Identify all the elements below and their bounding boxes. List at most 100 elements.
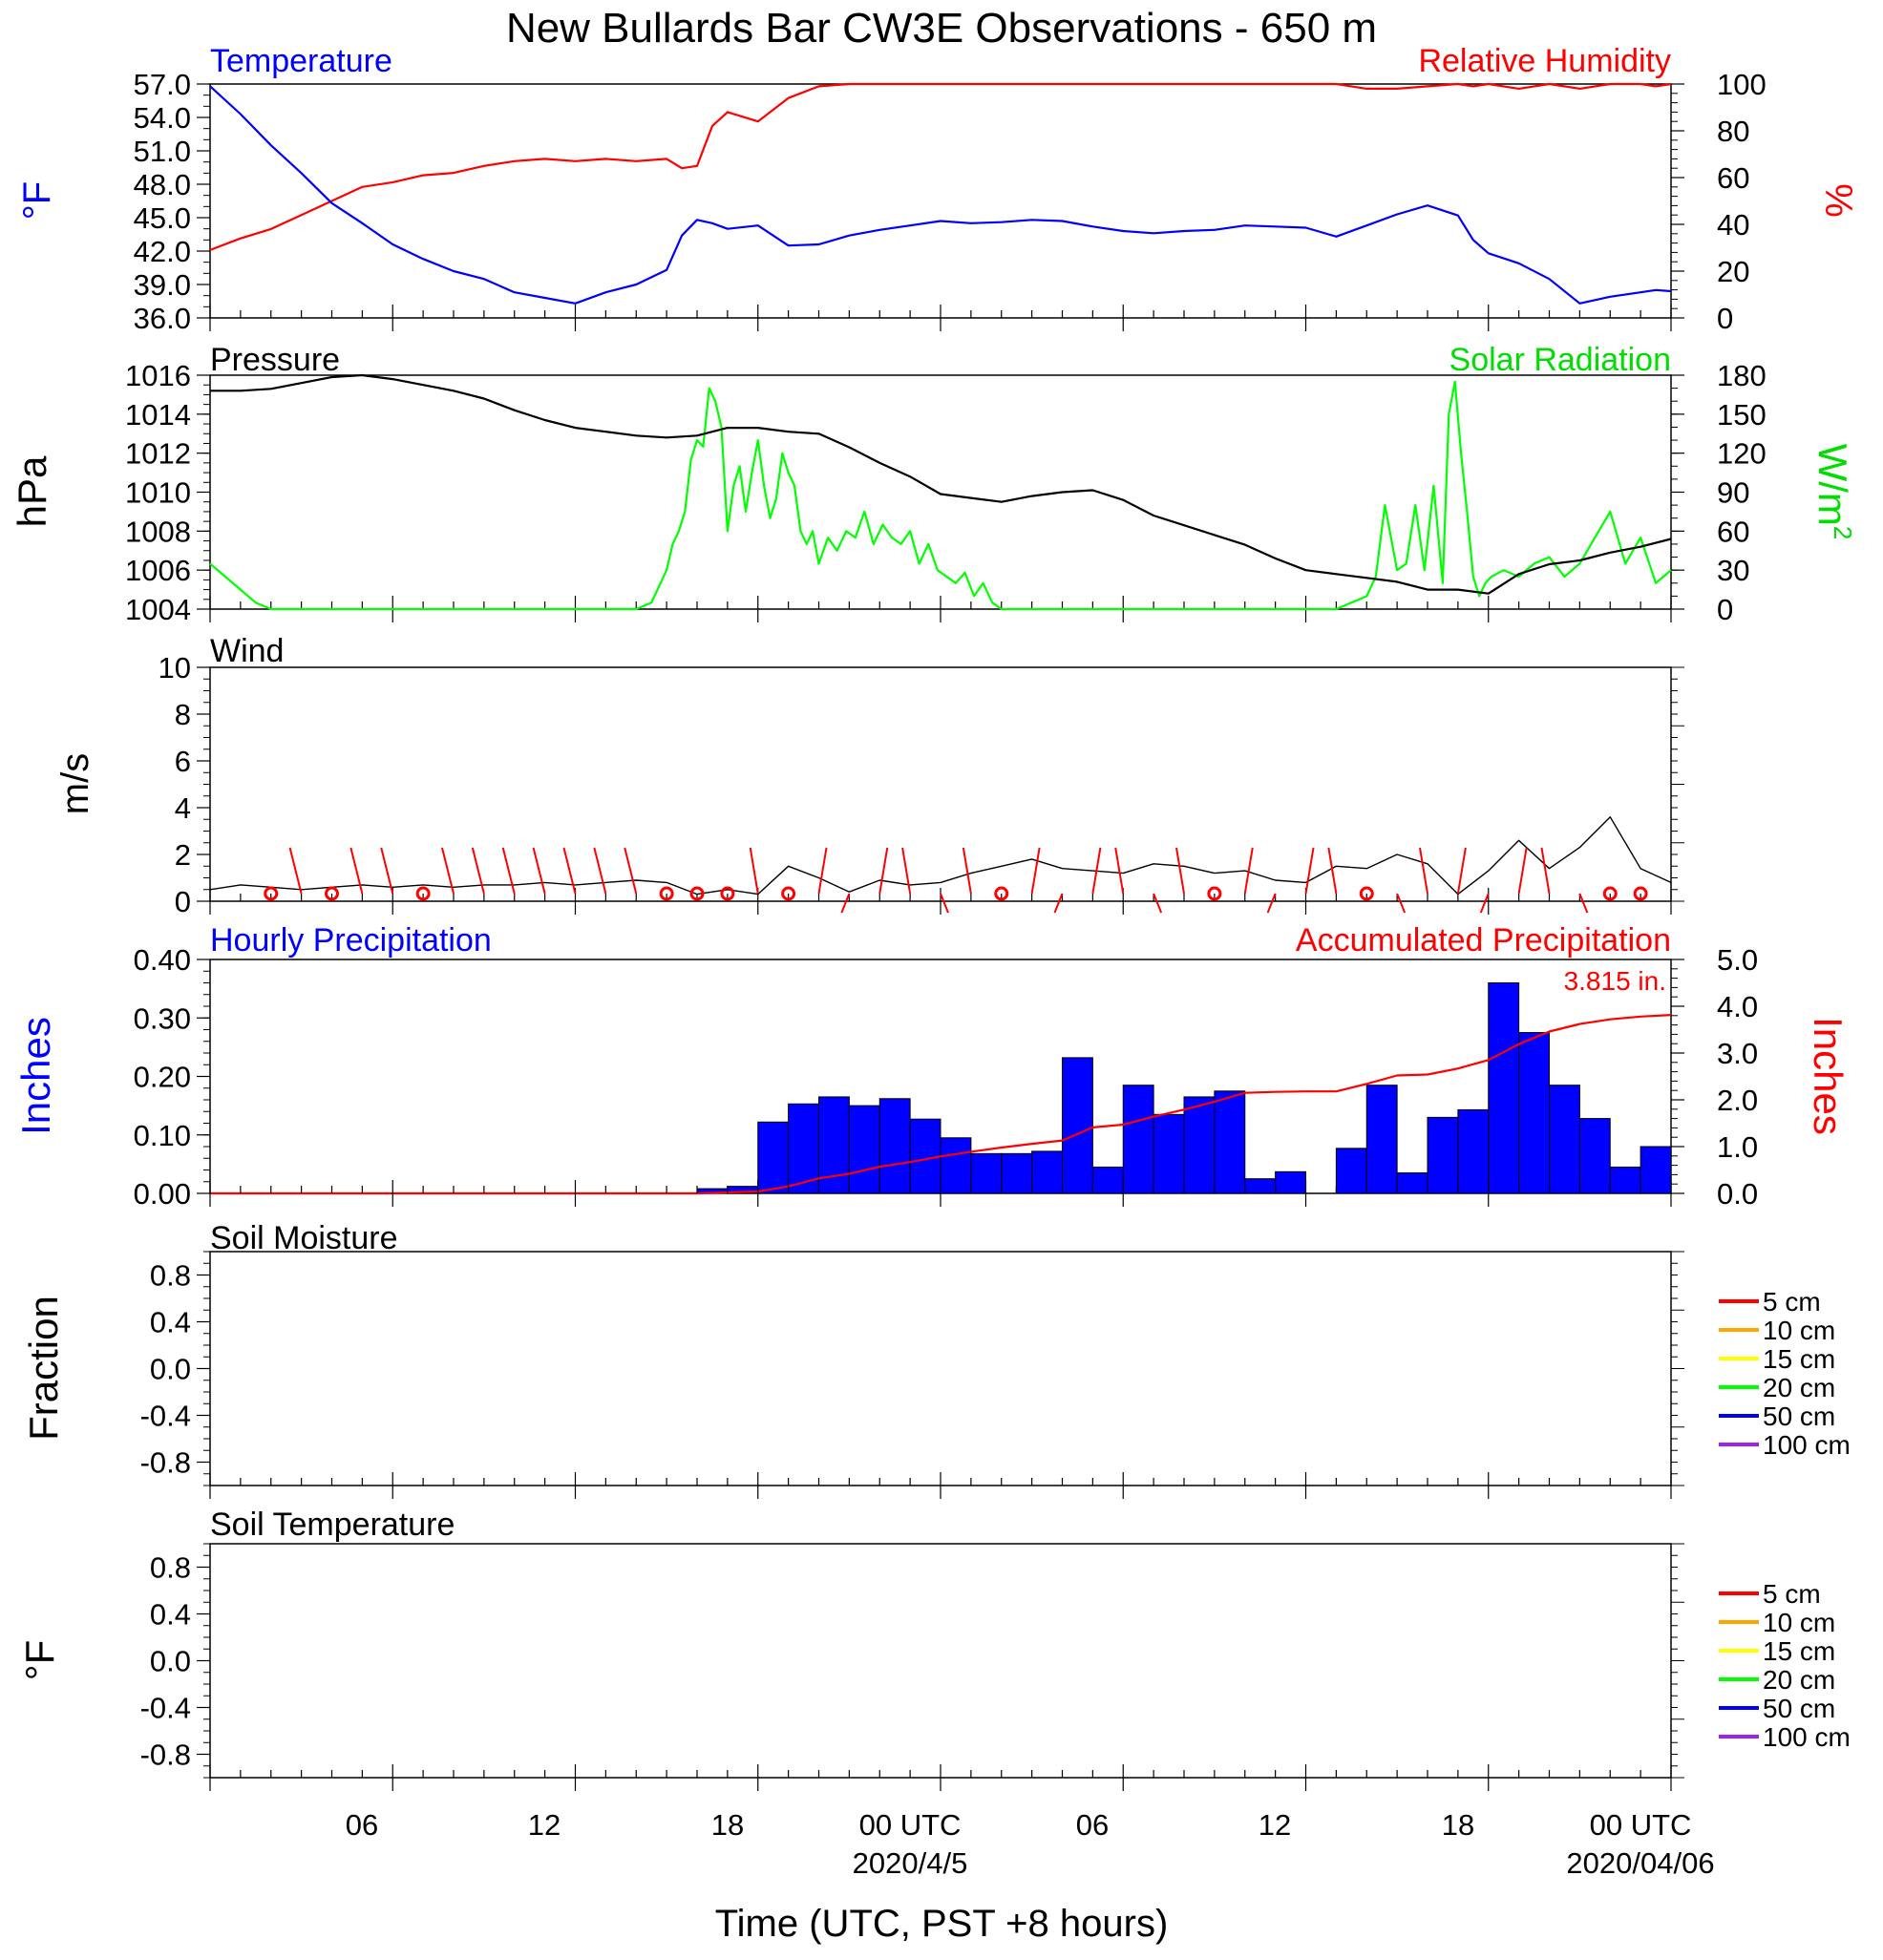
wind-barb xyxy=(1030,847,1041,895)
wind-barb xyxy=(441,847,455,895)
precip-bar xyxy=(940,1137,972,1194)
wind-barb xyxy=(962,847,972,895)
panel-left-title: Temperature xyxy=(210,43,392,79)
y-tick-label: 10 xyxy=(159,651,191,685)
accumulated-precip-line xyxy=(210,1014,1672,1195)
wind-calm-marker xyxy=(264,886,279,901)
x-tick-label: 00 UTC xyxy=(859,1808,962,1842)
y-tick-label: 0.0 xyxy=(150,1353,191,1386)
legend-label: 20 cm xyxy=(1763,1665,1835,1695)
wind-barb xyxy=(380,847,394,895)
x-tick-label: 00 UTC xyxy=(1590,1808,1692,1842)
y-tick-label: 0.4 xyxy=(150,1306,191,1339)
y-tick-label: 51.0 xyxy=(134,135,191,168)
y-tick-label: 180 xyxy=(1717,359,1767,392)
wind-barb xyxy=(562,847,577,895)
wind-barb xyxy=(593,847,607,895)
precip-bar xyxy=(1640,1146,1672,1194)
panel-right-title: Relative Humidity xyxy=(1418,43,1671,79)
wind-calm-marker xyxy=(1633,886,1648,901)
panel-right-title: Solar Radiation xyxy=(1449,342,1671,378)
y-tick-label: 45.0 xyxy=(134,201,191,235)
wind-barb xyxy=(749,847,759,895)
legend-label: 10 cm xyxy=(1763,1608,1835,1637)
legend-label: 50 cm xyxy=(1763,1402,1835,1431)
y-tick-label: 0.40 xyxy=(134,943,191,977)
wind-calm-marker xyxy=(689,886,705,901)
y-tick-label: 20 xyxy=(1717,255,1749,288)
legend-label: 5 cm xyxy=(1763,1579,1821,1609)
chart-title: New Bullards Bar CW3E Observations - 650… xyxy=(506,5,1377,52)
panel-precipitation: Hourly Precipitation Accumulated Precipi… xyxy=(13,922,1851,1211)
precip-bar xyxy=(788,1103,819,1194)
y-tick-label: 0.10 xyxy=(134,1119,191,1152)
precip-bar xyxy=(1396,1172,1428,1194)
y-axis-label-left: m/s xyxy=(54,753,96,814)
precip-bar xyxy=(1549,1085,1580,1194)
y-tick-label: 90 xyxy=(1717,476,1749,510)
panel-left-title: Pressure xyxy=(210,342,340,378)
temperature-line xyxy=(209,85,1672,305)
y-tick-label: 1010 xyxy=(125,476,191,510)
y-axis-label-right: Inches xyxy=(1806,1017,1851,1135)
y-tick-label: 0 xyxy=(1717,302,1733,335)
y-tick-label: 4 xyxy=(175,791,191,825)
y-tick-label: 1016 xyxy=(125,359,191,392)
legend-label: 5 cm xyxy=(1763,1287,1821,1317)
y-axis-label-left: °F xyxy=(17,1640,62,1680)
precip-bar xyxy=(1275,1170,1306,1194)
precip-bar xyxy=(1244,1178,1277,1194)
x-date-label: 2020/04/06 xyxy=(1566,1846,1714,1880)
solar-radiation-line xyxy=(209,380,1672,611)
wind-barb xyxy=(471,847,485,895)
y-axis-label-left: Inches xyxy=(13,1017,58,1135)
precip-bar xyxy=(1001,1152,1033,1194)
legend-label: 10 cm xyxy=(1763,1316,1835,1345)
x-axis: 06 12 18 00 UTC 06 12 18 00 UTC 2020/4/5… xyxy=(346,1808,1715,1945)
wind-barb xyxy=(501,847,516,895)
legend-label: 100 cm xyxy=(1763,1722,1851,1752)
panel-right-title: Accumulated Precipitation xyxy=(1296,922,1671,959)
wind-barb xyxy=(840,893,851,914)
precip-bar xyxy=(1214,1090,1246,1194)
x-tick-label: 06 xyxy=(346,1808,378,1842)
wind-barb xyxy=(940,893,949,914)
precip-bar xyxy=(757,1121,790,1194)
y-tick-label: 39.0 xyxy=(134,268,191,302)
precip-bar xyxy=(1335,1148,1367,1194)
wind-barb xyxy=(1114,847,1125,895)
wind-barb xyxy=(1175,847,1185,895)
wind-calm-marker xyxy=(325,886,339,901)
y-axis-label-left: Fraction xyxy=(21,1296,66,1441)
panel-soil-moisture: Soil Moisture Fraction 0.8 0.4 0.0 -0.4 -0.8… xyxy=(21,1220,1851,1499)
y-tick-label: 6 xyxy=(175,745,191,778)
panel-pressure-solar: Pressure Solar Radiation hPa W/m2 1016 10… xyxy=(10,342,1857,626)
wind-calm-marker xyxy=(1602,886,1618,901)
wind-barb xyxy=(532,847,546,895)
y-tick-label: 57.0 xyxy=(134,68,191,101)
y-tick-label: 1012 xyxy=(125,437,191,471)
wind-calm-marker xyxy=(994,886,1009,901)
y-axis-label-left: °F xyxy=(16,181,58,220)
panel-left-title: Soil Moisture xyxy=(210,1220,398,1256)
x-tick-label: 18 xyxy=(1442,1808,1474,1842)
precip-bar xyxy=(1031,1150,1063,1194)
y-tick-label: 0 xyxy=(1717,593,1733,626)
y-tick-label: 30 xyxy=(1717,554,1749,587)
wind-calm-marker xyxy=(1207,886,1222,901)
wind-barb xyxy=(1540,847,1551,895)
precip-bar xyxy=(1062,1057,1093,1194)
panel-left-title: Wind xyxy=(210,633,284,669)
wind-barb xyxy=(1153,893,1163,914)
y-axis-label-right: % xyxy=(1817,183,1859,218)
panel-wind: Wind m/s 10 8 6 4 2 0 xyxy=(54,633,1684,918)
precip-bar xyxy=(1609,1166,1641,1194)
y-tick-label: 2.0 xyxy=(1717,1084,1758,1117)
x-tick-label: 18 xyxy=(711,1808,744,1842)
precip-bar xyxy=(848,1105,880,1194)
y-tick-label: 0.8 xyxy=(150,1259,191,1293)
x-axis-label: Time (UTC, PST +8 hours) xyxy=(715,1903,1169,1945)
y-tick-label: 1014 xyxy=(125,398,191,432)
x-date-label: 2020/4/5 xyxy=(853,1846,968,1880)
